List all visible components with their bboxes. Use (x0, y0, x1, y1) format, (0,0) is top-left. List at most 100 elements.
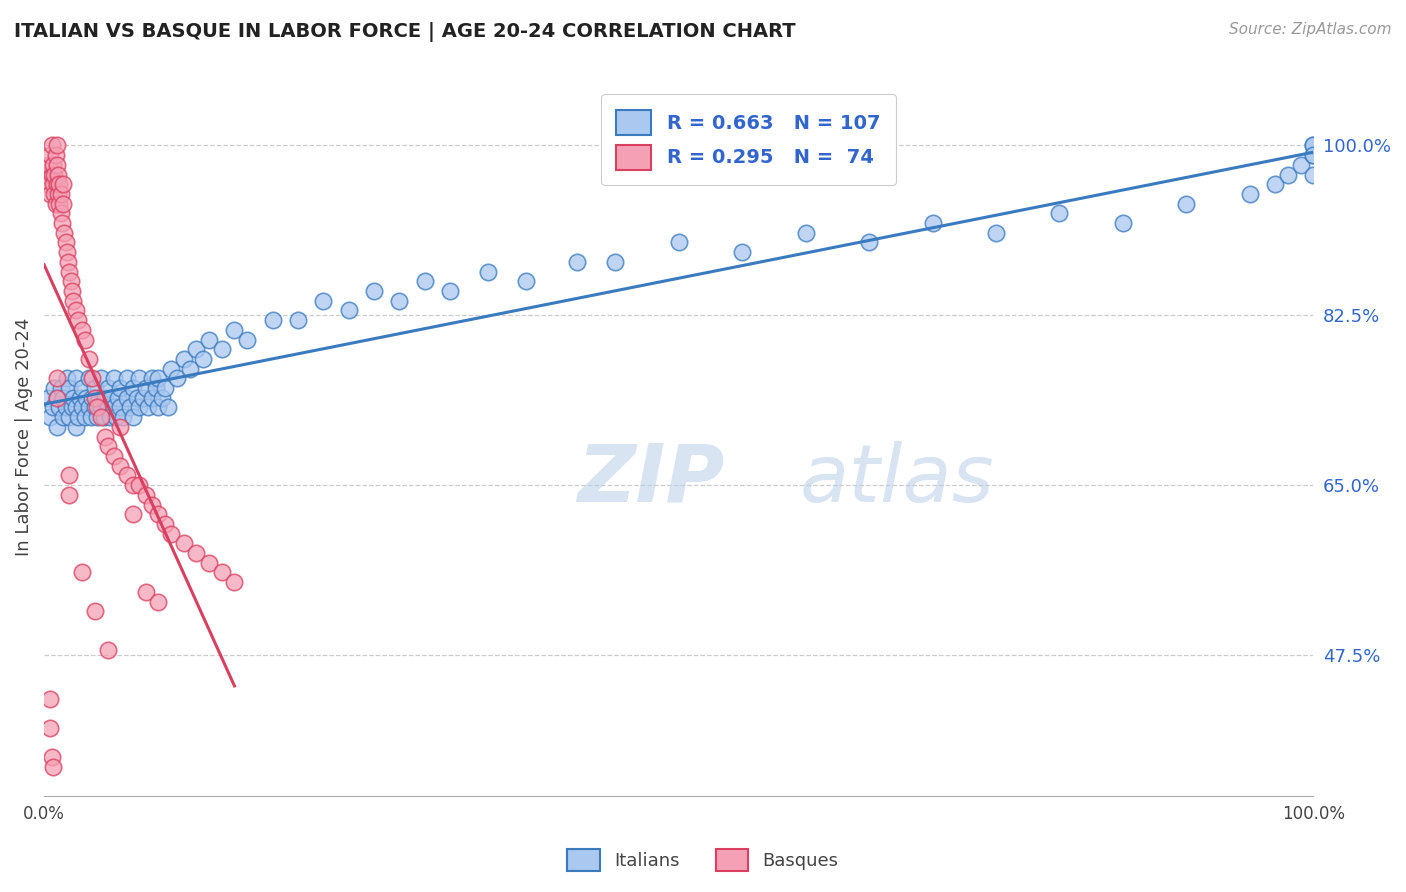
Point (97, 643, 120, 657)
Text: Source: ZipAtlas.com: Source: ZipAtlas.com (1229, 22, 1392, 37)
Point (388, 293, 411, 308)
Point (312, 293, 335, 308)
Point (35, 168, 58, 182)
Point (90, 371, 112, 385)
Point (120, 401, 142, 415)
Point (55, 401, 77, 415)
Point (77, 351, 100, 366)
Point (105, 410, 128, 425)
Point (337, 303, 360, 318)
Point (56, 245, 79, 260)
Point (52, 178, 75, 192)
Point (45, 138, 67, 153)
Point (44, 148, 66, 162)
Point (605, 255, 627, 269)
Point (42, 158, 65, 172)
Point (52, 410, 75, 425)
Point (1289, 158, 1312, 172)
Point (122, 478, 145, 492)
Point (287, 313, 309, 327)
Point (48, 196, 70, 211)
Point (83, 604, 105, 618)
Y-axis label: In Labor Force | Age 20-24: In Labor Force | Age 20-24 (15, 318, 32, 556)
Point (186, 343, 208, 357)
Point (135, 585, 157, 599)
Point (1112, 216, 1135, 230)
Text: atlas: atlas (799, 441, 994, 518)
Point (44, 381, 66, 395)
Point (173, 536, 195, 550)
Point (413, 274, 436, 288)
Point (58, 264, 80, 278)
Point (110, 401, 132, 415)
Point (58, 255, 80, 269)
Point (103, 449, 125, 463)
Point (148, 371, 170, 385)
Point (44, 168, 66, 182)
Point (794, 226, 817, 240)
Point (56, 371, 79, 385)
Point (37, 178, 59, 192)
Point (67, 410, 90, 425)
Point (45, 371, 67, 385)
Point (141, 371, 163, 385)
Point (1302, 148, 1324, 162)
Point (110, 420, 132, 434)
Point (97, 381, 120, 395)
Point (58, 468, 80, 483)
Point (1277, 168, 1299, 182)
Point (128, 478, 150, 492)
Point (65, 371, 87, 385)
Point (58, 410, 80, 425)
Point (55, 235, 77, 250)
Point (1302, 138, 1324, 153)
Point (439, 284, 461, 298)
Point (83, 381, 105, 395)
Point (363, 284, 385, 298)
Point (1302, 138, 1324, 153)
Point (70, 323, 93, 337)
Point (70, 381, 93, 395)
Point (90, 410, 112, 425)
Point (38, 158, 60, 172)
Point (160, 526, 183, 541)
Point (80, 410, 103, 425)
Point (37, 391, 59, 405)
Point (145, 381, 167, 395)
Point (173, 351, 195, 366)
Point (1264, 178, 1286, 192)
Point (39, 721, 62, 735)
Legend: Italians, Basques: Italians, Basques (560, 842, 846, 879)
Point (39, 148, 62, 162)
Point (103, 371, 125, 385)
Point (93, 410, 115, 425)
Point (45, 391, 67, 405)
Point (1175, 196, 1198, 211)
Point (1049, 206, 1071, 220)
Point (39, 691, 62, 706)
Point (42, 178, 65, 192)
Point (515, 274, 537, 288)
Point (41, 168, 63, 182)
Point (45, 178, 67, 192)
Point (45, 391, 67, 405)
Point (224, 323, 246, 337)
Point (44, 186, 66, 201)
Point (135, 381, 157, 395)
Point (77, 401, 100, 415)
Point (39, 410, 62, 425)
Point (191, 351, 214, 366)
Point (53, 226, 76, 240)
Point (122, 381, 145, 395)
Point (86, 401, 108, 415)
Point (97, 439, 120, 453)
Point (1239, 186, 1261, 201)
Point (41, 138, 63, 153)
Point (186, 546, 208, 560)
Point (153, 381, 176, 395)
Point (148, 401, 170, 415)
Point (100, 391, 122, 405)
Point (49, 381, 72, 395)
Point (70, 566, 93, 580)
Point (75, 391, 97, 405)
